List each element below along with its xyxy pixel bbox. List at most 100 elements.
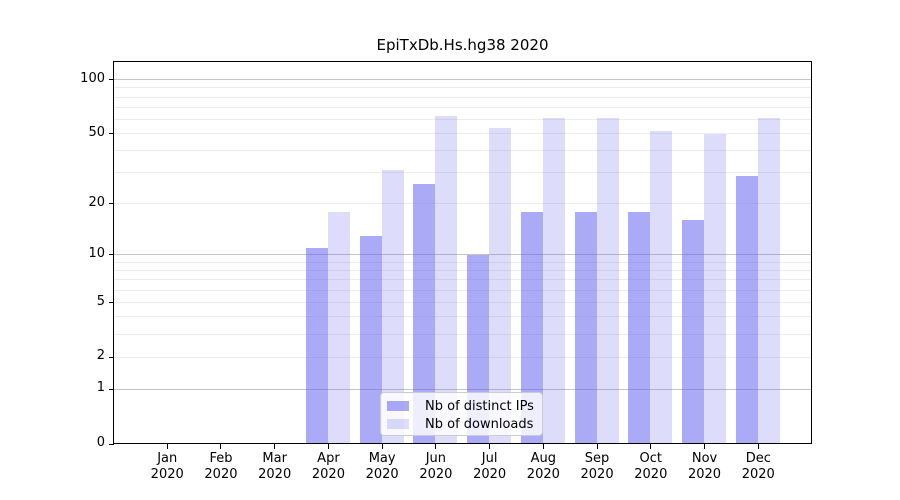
- bar-distinct-ips-dec: [735, 175, 758, 444]
- gridline-minor: [114, 172, 811, 174]
- x-tick-mark: [327, 444, 329, 449]
- x-tick-label: Aug 2020: [511, 451, 575, 483]
- x-tick-mark: [650, 444, 652, 449]
- x-tick-mark: [757, 444, 759, 449]
- gridline-minor: [114, 119, 811, 120]
- gridline-minor: [114, 203, 811, 205]
- x-tick-mark: [542, 444, 544, 449]
- y-tick-label: 20: [88, 194, 105, 210]
- x-tick-label-month: Sep: [584, 451, 610, 466]
- x-tick-mark: [274, 444, 276, 449]
- gridline-minor: [114, 316, 811, 318]
- x-tick-label: Dec 2020: [726, 451, 790, 483]
- y-tick-label: 1: [96, 380, 105, 396]
- legend: Nb of distinct IPs Nb of downloads: [380, 392, 543, 436]
- gridline-minor: [114, 133, 811, 135]
- x-tick-label-year: 2020: [526, 467, 560, 482]
- x-tick-label: Mar 2020: [243, 451, 307, 483]
- gridline-minor: [114, 150, 811, 152]
- x-tick-label-year: 2020: [419, 467, 453, 482]
- bar-distinct-ips-sep: [574, 211, 597, 444]
- x-tick-label-year: 2020: [473, 467, 507, 482]
- x-tick-label: Jun 2020: [404, 451, 468, 483]
- x-tick-label: Jan 2020: [135, 451, 199, 483]
- x-tick-label-month: Nov: [691, 451, 718, 466]
- x-tick-mark: [381, 444, 383, 449]
- x-tick-mark: [704, 444, 706, 449]
- y-tick-label: 100: [80, 70, 105, 86]
- gridline-minor: [114, 356, 811, 358]
- gridline-minor: [114, 261, 811, 263]
- x-tick-label-month: May: [368, 451, 396, 466]
- x-tick-label-month: Dec: [745, 451, 771, 466]
- x-tick-label: Sep 2020: [565, 451, 629, 483]
- x-tick-label-year: 2020: [687, 467, 722, 482]
- gridline-major: [114, 254, 811, 256]
- legend-label-downloads: Nb of downloads: [425, 416, 534, 432]
- x-tick-label-month: Jan: [157, 451, 178, 466]
- y-tick-mark: [109, 443, 114, 445]
- y-tick-mark: [109, 302, 114, 304]
- x-tick-label-year: 2020: [741, 467, 775, 482]
- x-tick-label: Oct 2020: [619, 451, 683, 483]
- x-tick-mark: [220, 444, 222, 449]
- plot-frame: [113, 61, 812, 444]
- gridline-major: [114, 388, 811, 390]
- gridline-minor: [114, 289, 811, 291]
- gridline-minor: [114, 87, 811, 89]
- gridline-minor: [114, 279, 811, 281]
- x-tick-mark: [166, 444, 168, 449]
- x-tick-mark: [435, 444, 437, 449]
- x-tick-label-year: 2020: [365, 467, 399, 482]
- x-tick-label-month: Aug: [530, 451, 557, 466]
- x-tick-label: Jul 2020: [458, 451, 522, 483]
- gridline-major: [114, 79, 811, 81]
- gridline-minor: [114, 302, 811, 304]
- x-tick-label: Nov 2020: [673, 451, 737, 483]
- x-tick-label-month: Jun: [425, 451, 447, 466]
- bar-downloads-sep: [596, 118, 619, 444]
- y-tick-label: 0: [96, 435, 105, 450]
- legend-swatch-downloads: [387, 419, 409, 429]
- y-tick-mark: [109, 388, 114, 390]
- x-tick-label-month: Oct: [639, 451, 663, 466]
- bar-distinct-ips-oct: [628, 211, 651, 444]
- y-tick-mark: [109, 133, 114, 135]
- chart-title: EpiTxDb.Hs.hg38 2020: [376, 36, 549, 54]
- y-tick-mark: [109, 203, 114, 205]
- legend-label-distinct-ips: Nb of distinct IPs: [425, 398, 534, 414]
- x-tick-label: Apr 2020: [296, 451, 360, 483]
- bar-distinct-ips-nov: [682, 220, 705, 444]
- gridline-minor: [114, 107, 811, 109]
- x-tick-label-year: 2020: [580, 467, 614, 482]
- bar-downloads-aug: [542, 118, 565, 444]
- x-tick-label-month: Jul: [481, 451, 498, 466]
- y-tick-label: 5: [96, 293, 105, 309]
- x-tick-label: Feb 2020: [189, 451, 253, 483]
- y-tick-label: 2: [96, 348, 105, 364]
- x-tick-label-year: 2020: [258, 467, 292, 482]
- bar-distinct-ips-may: [359, 235, 382, 444]
- y-tick-mark: [109, 79, 114, 81]
- bar-downloads-dec: [757, 118, 780, 444]
- x-tick-label-year: 2020: [204, 467, 238, 482]
- bar-downloads-apr: [327, 211, 350, 444]
- gridline-minor: [114, 96, 811, 98]
- x-tick-label-month: Feb: [209, 451, 233, 466]
- x-tick-label-year: 2020: [634, 467, 668, 482]
- x-tick-label-year: 2020: [311, 467, 345, 482]
- legend-swatch-distinct-ips: [387, 401, 409, 411]
- x-tick-label: May 2020: [350, 451, 414, 483]
- bar-downloads-oct: [650, 130, 673, 444]
- y-tick-mark: [109, 254, 114, 256]
- x-tick-label-month: Apr: [317, 451, 340, 466]
- x-tick-label-month: Mar: [262, 451, 287, 466]
- y-tick-label: 10: [88, 245, 105, 261]
- legend-item-downloads: Nb of downloads: [381, 415, 542, 433]
- x-tick-mark: [489, 444, 491, 449]
- x-tick-label-year: 2020: [150, 467, 184, 482]
- y-tick-mark: [109, 356, 114, 358]
- y-tick-label: 50: [88, 124, 105, 140]
- bar-downloads-nov: [704, 133, 727, 444]
